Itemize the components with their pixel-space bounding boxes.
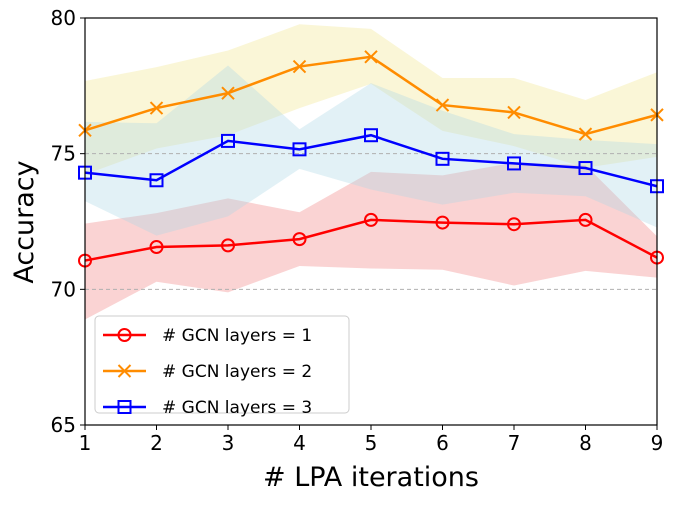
- x-tick-label: 4: [293, 431, 306, 455]
- data-point: [364, 128, 378, 143]
- data-point: [292, 142, 307, 157]
- data-point: [435, 215, 450, 230]
- data-point: [578, 127, 593, 141]
- data-point: [292, 232, 307, 247]
- series-line-3: [84, 133, 658, 188]
- x-tick-label: 5: [365, 431, 378, 455]
- data-point: [507, 156, 521, 171]
- y-axis-label: Accuracy: [9, 160, 40, 283]
- x-axis-label: # LPA iterations: [263, 462, 479, 493]
- x-tick-label: 9: [651, 431, 664, 455]
- legend-box: [94, 315, 350, 414]
- x-tick-label: 8: [579, 431, 592, 455]
- data-point: [364, 212, 378, 227]
- series-2: [78, 50, 664, 141]
- x-tick-label: 7: [508, 431, 521, 455]
- x-tick-label: 2: [150, 431, 163, 455]
- confidence-bands: [85, 24, 657, 320]
- y-axis-ticks: 65 70 75 80: [51, 6, 85, 437]
- gridlines: [85, 153, 657, 290]
- series-line-1: [84, 218, 658, 262]
- legend-label: # GCN layers = 3: [162, 398, 312, 418]
- legend: # GCN layers = 1 # GCN layers = 2 # GCN la…: [94, 315, 350, 418]
- data-point: [435, 151, 450, 166]
- data-point: [149, 173, 164, 188]
- data-point: [578, 161, 593, 176]
- legend-label: # GCN layers = 2: [162, 362, 312, 382]
- data-point: [221, 238, 235, 253]
- legend-marker-circle: [117, 328, 132, 342]
- data-point: [435, 98, 450, 112]
- data-point: [221, 86, 235, 100]
- series-1: [78, 212, 664, 268]
- data-point: [507, 217, 521, 232]
- data-point: [221, 133, 235, 148]
- data-point: [292, 59, 307, 74]
- band-series-2: [85, 24, 657, 175]
- x-tick-label: 6: [436, 431, 449, 455]
- band-series-1: [85, 162, 657, 320]
- legend-label: # GCN layers = 1: [162, 326, 312, 346]
- x-tick-label: 3: [222, 431, 235, 455]
- data-point: [149, 101, 164, 115]
- data-point: [149, 240, 164, 255]
- x-axis-ticks: 1 2 3 4 5 6 7 8 9: [79, 425, 664, 455]
- y-tick-label: 75: [51, 142, 76, 166]
- data-point: [578, 212, 593, 227]
- legend-marker-x: [117, 364, 132, 378]
- x-tick-label: 1: [79, 431, 92, 455]
- data-point: [364, 50, 378, 64]
- y-tick-label: 70: [51, 277, 76, 301]
- legend-marker-square: [117, 400, 132, 414]
- data-point: [507, 105, 521, 120]
- y-tick-label: 65: [51, 413, 76, 437]
- y-tick-label: 80: [51, 6, 76, 30]
- band-series-3: [85, 65, 657, 236]
